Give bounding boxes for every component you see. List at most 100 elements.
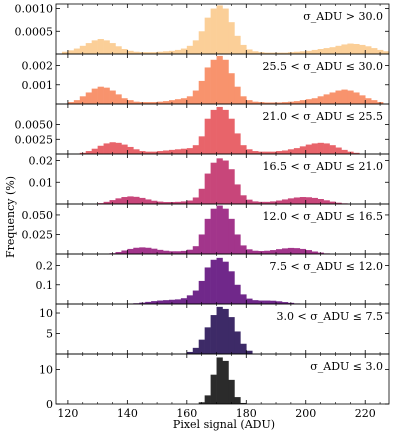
histogram-bar [383, 51, 390, 54]
histogram-bar [163, 101, 170, 104]
histogram-bar [341, 89, 348, 104]
histogram-bar [204, 218, 211, 254]
histogram-bar [293, 101, 301, 104]
histogram-bar [234, 284, 241, 304]
histogram-bar [240, 44, 247, 54]
histogram-bar [79, 45, 87, 54]
histogram-bar [281, 248, 289, 255]
histogram-bar [85, 92, 92, 104]
histogram-bar [228, 73, 235, 104]
histogram-bar [281, 199, 289, 204]
histogram-bar [157, 151, 164, 154]
histogram-bar [192, 246, 200, 254]
histogram-bar [234, 397, 241, 404]
histogram-bar [281, 102, 289, 104]
histogram-bar [299, 51, 307, 54]
histogram-bar [287, 198, 295, 204]
histogram-bar [311, 143, 318, 154]
histogram-bar [192, 347, 200, 354]
histogram-bar [311, 197, 318, 204]
histogram-bar [359, 95, 366, 104]
histogram-bar [281, 52, 289, 54]
histogram-bar [252, 201, 259, 204]
histogram-bar [151, 102, 158, 104]
histogram-bar [276, 301, 283, 304]
histogram-bar [174, 99, 182, 104]
histogram-bar [97, 39, 104, 54]
histogram-bar [145, 102, 152, 104]
panel-annotation: 16.5 < σ_ADU ≤ 21.0 [263, 160, 383, 173]
panel-annotation: 7.5 < σ_ADU ≤ 12.0 [270, 260, 383, 273]
histogram-bar [180, 201, 188, 204]
histogram-panel-8: 0 10 σ_ADU ≤ 3.0 [39, 353, 390, 411]
histogram-bar [216, 158, 223, 204]
y-tick-label: 0.1 [36, 279, 54, 292]
histogram-bar [186, 200, 194, 204]
histogram-bar [127, 196, 134, 204]
histogram-bar [222, 308, 229, 354]
histogram-bar [311, 98, 318, 104]
histogram-bar [151, 301, 158, 304]
panel-annotation: 25.5 < σ_ADU ≤ 30.0 [263, 60, 383, 73]
histogram-bar [210, 208, 217, 254]
histogram-bar [204, 17, 211, 54]
y-tick-label: 0.0010 [15, 3, 54, 16]
histogram-bar [329, 47, 336, 54]
histogram-bar [270, 300, 277, 304]
histogram-bar [287, 247, 295, 254]
histogram-bar [168, 299, 176, 304]
histogram-bar [276, 200, 283, 204]
histogram-bar [305, 250, 312, 254]
histogram-bar [329, 145, 336, 154]
histogram-bar [192, 290, 200, 304]
histogram-bar [222, 109, 229, 154]
histogram-bar [163, 51, 170, 54]
histogram-bar [359, 44, 366, 54]
y-tick-label: 0.02 [29, 155, 54, 168]
histogram-bar [234, 234, 241, 254]
histogram-bar [365, 46, 372, 54]
histogram-bar [335, 45, 342, 54]
histogram-bar [133, 247, 140, 254]
histogram-bar [228, 271, 235, 304]
histogram-bar [91, 40, 98, 54]
histogram-bar [180, 250, 188, 255]
histogram-bar [145, 247, 152, 254]
histogram-bar [323, 48, 330, 54]
histogram-bar [222, 160, 229, 204]
histogram-bar [151, 52, 158, 54]
histogram-bar [210, 315, 217, 354]
histogram-bar [210, 374, 217, 404]
x-tick-label: 120 [57, 407, 78, 420]
histogram-bar [323, 143, 330, 154]
histogram-bar [204, 118, 211, 154]
histogram-bar [347, 90, 354, 104]
histogram-bar [204, 395, 211, 404]
histogram-bar [270, 151, 277, 154]
histogram-bar [222, 261, 229, 304]
histogram-bar [216, 106, 223, 154]
histogram-bar [228, 218, 235, 254]
histogram-bar [246, 249, 253, 254]
histogram-bar [246, 298, 253, 304]
histogram-bar [234, 331, 241, 354]
histogram-bar [210, 8, 217, 55]
histogram-bar [103, 143, 110, 154]
histogram-bar [204, 67, 211, 104]
x-tick-label: 200 [295, 407, 316, 420]
y-tick-label: 0.001 [22, 79, 54, 92]
histogram-bar [293, 148, 301, 154]
y-tick-label: 0.2 [36, 260, 54, 273]
histogram-bar [145, 301, 152, 304]
histogram-bar [67, 102, 75, 104]
panel-annotation: σ_ADU > 30.0 [303, 10, 383, 23]
y-tick-label: 0 [46, 398, 53, 411]
histogram-bar [264, 151, 271, 154]
panel-frame [55, 353, 390, 405]
histogram-bar [127, 248, 134, 254]
histogram-bar [293, 51, 301, 54]
x-tick-label: 160 [176, 407, 197, 420]
histogram-bar [281, 150, 289, 154]
